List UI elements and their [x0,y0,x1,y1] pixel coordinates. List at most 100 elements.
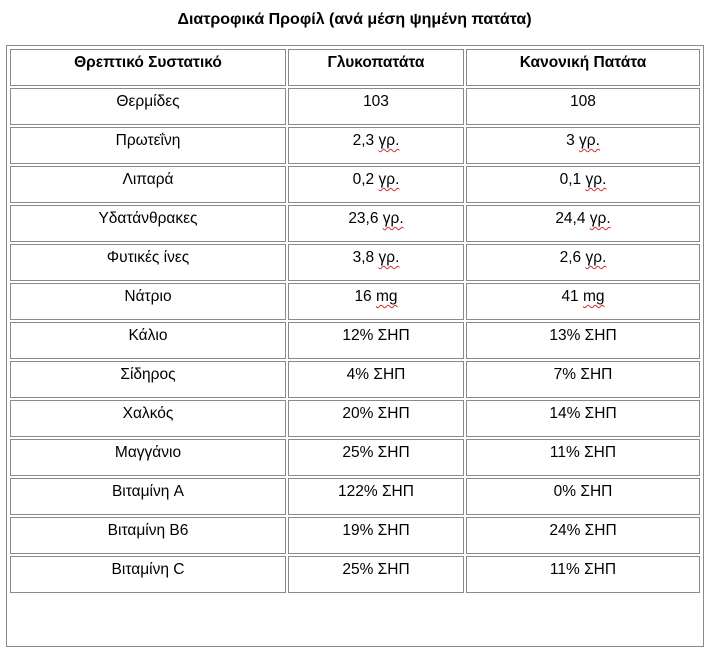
cell-sweet-potato-value: 2,3 [352,132,375,149]
cell-sweet-potato: 122% ΣΗΠ [288,478,464,515]
cell-nutrient: Υδατάνθρακες [10,205,286,242]
cell-regular-potato-value: 41 [561,288,579,305]
cell-nutrient-value: Βιταμίνη A [111,483,185,500]
cell-regular-potato: 14% ΣΗΠ [466,400,700,437]
cell-nutrient: Χαλκός [10,400,286,437]
cell-nutrient: Μαγγάνιο [10,439,286,476]
cell-sweet-potato: 25% ΣΗΠ [288,439,464,476]
cell-nutrient-value: Πρωτεΐνη [115,132,181,149]
cell-sweet-potato: 19% ΣΗΠ [288,517,464,554]
cell-sweet-potato-unit: γρ. [382,210,404,227]
table-row: Βιταμίνη B6 19% ΣΗΠ 24% ΣΗΠ [10,517,700,554]
cell-nutrient: Βιταμίνη A [10,478,286,515]
cell-regular-potato-unit: mg [583,288,605,305]
cell-sweet-potato-value: 20% ΣΗΠ [342,405,410,422]
cell-sweet-potato-value: 25% ΣΗΠ [342,444,410,461]
cell-sweet-potato-value: 12% ΣΗΠ [342,327,410,344]
cell-regular-potato: 11% ΣΗΠ [466,439,700,476]
cell-nutrient: Κάλιο [10,322,286,359]
cell-regular-potato-value: 24,4 [555,210,586,227]
cell-regular-potato: 3 γρ. [466,127,700,164]
cell-sweet-potato-unit: γρ. [378,132,400,149]
cell-sweet-potato-unit: γρ. [378,171,400,188]
cell-regular-potato-unit: γρ. [579,132,600,149]
cell-nutrient: Λιπαρά [10,166,286,203]
cell-sweet-potato-value: 103 [363,93,389,110]
cell-regular-potato-value: 108 [570,93,596,110]
cell-sweet-potato-value: 0,2 [352,171,375,188]
cell-regular-potato: 11% ΣΗΠ [466,556,700,593]
header-regular-potato: Κανονική Πατάτα [466,49,700,86]
table-row: Κάλιο 12% ΣΗΠ 13% ΣΗΠ [10,322,700,359]
cell-regular-potato-unit: γρ. [585,171,607,188]
table-row: Λιπαρά 0,2 γρ. 0,1 γρ. [10,166,700,203]
cell-sweet-potato-value: 4% ΣΗΠ [346,366,406,383]
cell-sweet-potato: 25% ΣΗΠ [288,556,464,593]
table-header-row: Θρεπτικό Συστατικό Γλυκοπατάτα Κανονική … [10,49,700,86]
cell-sweet-potato-unit: mg [376,288,398,305]
cell-regular-potato-value: 14% ΣΗΠ [549,405,617,422]
cell-nutrient: Θερμίδες [10,88,286,125]
cell-nutrient-value: Φυτικές ίνες [106,249,190,266]
cell-regular-potato-value: 13% ΣΗΠ [549,327,617,344]
cell-sweet-potato: 12% ΣΗΠ [288,322,464,359]
page-title: Διατροφικά Προφίλ (ανά μέση ψημένη πατάτ… [177,11,532,28]
cell-sweet-potato: 103 [288,88,464,125]
header-nutrient: Θρεπτικό Συστατικό [10,49,286,86]
table-row: Μαγγάνιο 25% ΣΗΠ 11% ΣΗΠ [10,439,700,476]
nutrition-table-frame: Θρεπτικό Συστατικό Γλυκοπατάτα Κανονική … [6,45,704,647]
cell-regular-potato-value: 11% ΣΗΠ [549,444,617,461]
cell-regular-potato-value: 2,6 [559,249,582,266]
cell-nutrient-value: Υδατάνθρακες [98,210,198,227]
cell-sweet-potato: 16 mg [288,283,464,320]
cell-regular-potato-value: 24% ΣΗΠ [549,522,617,539]
cell-sweet-potato-value: 16 [354,288,372,305]
cell-regular-potato-value: 0% ΣΗΠ [553,483,613,500]
cell-sweet-potato-unit: γρ. [378,249,400,266]
table-row: Νάτριο 16 mg 41 mg [10,283,700,320]
table-row: Πρωτεΐνη 2,3 γρ. 3 γρ. [10,127,700,164]
cell-regular-potato: 13% ΣΗΠ [466,322,700,359]
cell-nutrient: Πρωτεΐνη [10,127,286,164]
cell-sweet-potato: 23,6 γρ. [288,205,464,242]
cell-regular-potato-value: 7% ΣΗΠ [553,366,613,383]
cell-sweet-potato-value: 3,8 [352,249,375,266]
table-row: Βιταμίνη C 25% ΣΗΠ 11% ΣΗΠ [10,556,700,593]
table-row: Σίδηρος 4% ΣΗΠ 7% ΣΗΠ [10,361,700,398]
cell-nutrient-value: Βιταμίνη C [111,561,185,578]
cell-sweet-potato-value: 19% ΣΗΠ [342,522,410,539]
cell-regular-potato: 2,6 γρ. [466,244,700,281]
table-row: Βιταμίνη A 122% ΣΗΠ 0% ΣΗΠ [10,478,700,515]
table-row: Θερμίδες 103 108 [10,88,700,125]
cell-nutrient-value: Νάτριο [124,288,172,305]
cell-regular-potato: 24,4 γρ. [466,205,700,242]
cell-nutrient-value: Σίδηρος [120,366,176,383]
cell-regular-potato: 0% ΣΗΠ [466,478,700,515]
cell-nutrient: Νάτριο [10,283,286,320]
cell-nutrient: Βιταμίνη B6 [10,517,286,554]
table-row: Φυτικές ίνες 3,8 γρ. 2,6 γρ. [10,244,700,281]
cell-sweet-potato-value: 23,6 [348,210,379,227]
cell-sweet-potato-value: 25% ΣΗΠ [342,561,410,578]
cell-regular-potato: 7% ΣΗΠ [466,361,700,398]
header-sweet-potato: Γλυκοπατάτα [288,49,464,86]
cell-regular-potato: 41 mg [466,283,700,320]
cell-nutrient: Βιταμίνη C [10,556,286,593]
cell-regular-potato-value: 11% ΣΗΠ [549,561,617,578]
cell-sweet-potato: 0,2 γρ. [288,166,464,203]
cell-nutrient-value: Κάλιο [128,327,168,344]
cell-regular-potato-value: 0,1 [559,171,582,188]
cell-nutrient-value: Βιταμίνη B6 [107,522,189,539]
nutrition-table: Θρεπτικό Συστατικό Γλυκοπατάτα Κανονική … [8,47,702,595]
cell-regular-potato: 24% ΣΗΠ [466,517,700,554]
table-row: Υδατάνθρακες 23,6 γρ. 24,4 γρ. [10,205,700,242]
cell-nutrient-value: Μαγγάνιο [114,444,182,461]
cell-nutrient-value: Χαλκός [122,405,174,422]
table-body: Θερμίδες 103 108 Πρωτεΐνη 2,3 γρ. 3 γρ. Λιπαρά… [10,88,700,593]
cell-regular-potato: 0,1 γρ. [466,166,700,203]
cell-sweet-potato: 2,3 γρ. [288,127,464,164]
cell-sweet-potato: 4% ΣΗΠ [288,361,464,398]
cell-nutrient: Σίδηρος [10,361,286,398]
cell-nutrient-value: Λιπαρά [122,171,174,188]
cell-regular-potato-unit: γρ. [589,210,611,227]
